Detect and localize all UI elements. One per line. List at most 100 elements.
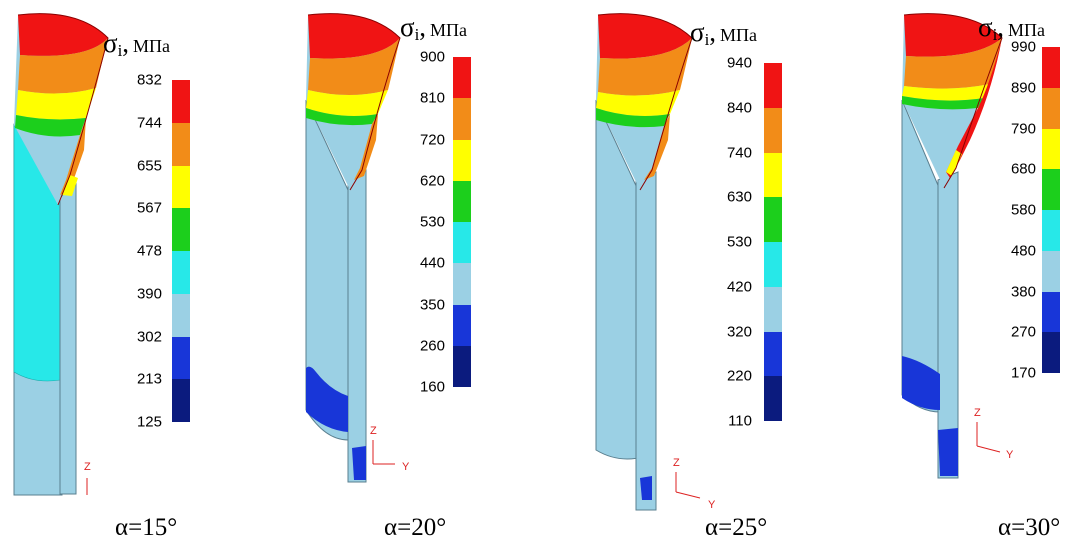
axis-25-x-label: Y (708, 499, 716, 511)
scale-tick-label: 480 (1010, 242, 1036, 260)
scale-tick-label: 890 (1010, 79, 1036, 97)
color-scale-20 (453, 57, 471, 387)
scale-band (1042, 169, 1060, 210)
scale-tick-label: 680 (1010, 160, 1036, 178)
scale-band (172, 122, 190, 166)
axis-15-z-label: Z (84, 461, 91, 473)
scale-tick-label: 790 (1010, 120, 1036, 137)
scale-band (453, 57, 471, 99)
model-30-mesh: Y Z (901, 13, 1014, 479)
scale-band (1042, 87, 1060, 129)
stress-unit: МПа (720, 25, 758, 45)
scale-tick-label: 530 (419, 213, 445, 231)
axis-20-x-label: Y (402, 461, 410, 473)
scale-band (1042, 210, 1060, 251)
axis-30-x-line (976, 445, 1001, 453)
scale-band (1042, 128, 1060, 170)
scale-band (453, 222, 471, 264)
stress-unit: МПа (133, 36, 171, 56)
scale-band (764, 242, 782, 287)
model-15-mesh: Z (13, 13, 109, 496)
color-scale-25 (764, 63, 782, 421)
scale-band (764, 152, 782, 198)
scale-tick-label: 810 (419, 89, 445, 107)
scale-band (172, 251, 190, 294)
scale-band (764, 63, 782, 108)
scale-tick-label: 170 (1010, 364, 1036, 382)
scale-band (764, 286, 782, 332)
angle-label-30: α=30° (998, 514, 1061, 541)
stress-unit: МПа (430, 20, 468, 40)
scale-tick-label: 900 (419, 48, 445, 66)
scale-tick-label: 478 (136, 242, 162, 260)
stress-title-25: σi, МПа (690, 17, 758, 49)
stress-panel-25: Y Z σi, МПа 940 840 740 630 530 420 320 220 110 α… (540, 0, 810, 547)
scale-band (764, 331, 782, 377)
scale-tick-label: 160 (419, 378, 445, 396)
scale-band (1042, 332, 1060, 373)
stress-panel-30: Y Z σi, МПа 990 890 790 680 580 480 380 270 170 α… (810, 0, 1077, 547)
scale-tick-label: 420 (726, 278, 752, 296)
scale-band (453, 263, 471, 305)
scale-tick-label: 125 (136, 413, 162, 431)
scale-tick-label: 530 (726, 233, 752, 251)
scale-band (764, 197, 782, 242)
scale-band (172, 379, 190, 422)
angle-label-25: α=25° (705, 514, 768, 541)
scale-ticks-20: 900 810 720 620 530 440 350 260 160 (395, 49, 445, 396)
scale-tick-label: 620 (419, 172, 445, 190)
scale-band (172, 80, 190, 123)
scale-band (453, 139, 471, 181)
scale-ticks-25: 940 840 740 630 530 420 320 220 110 (702, 55, 752, 430)
scale-tick-label: 350 (419, 296, 445, 313)
scale-tick-label: 740 (726, 144, 752, 161)
stress-title-30: σi, МПа (978, 12, 1046, 44)
sigma-subscript: i (992, 25, 998, 44)
scale-band (172, 165, 190, 209)
color-scale-30 (1042, 47, 1060, 373)
scale-tick-label: 440 (419, 254, 445, 272)
scale-band (172, 293, 190, 337)
scale-ticks-15: 832 744 655 567 478 390 302 213 125 (112, 72, 162, 431)
scale-band (453, 180, 471, 222)
scale-tick-label: 940 (726, 54, 752, 72)
scale-tick-label: 630 (726, 188, 752, 206)
model-25-mesh: Y Z (595, 13, 716, 511)
stress-unit: МПа (1008, 20, 1046, 40)
scale-tick-label: 213 (136, 370, 162, 388)
scale-band (1042, 47, 1060, 88)
angle-label-15: α=15° (115, 514, 178, 541)
stress-title-20: σi, МПа (400, 12, 468, 44)
stress-panel-15: Z σi, МПа 832 744 655 567 478 390 302 213 125 α=1… (0, 0, 270, 547)
scale-tick-label: 320 (726, 323, 752, 340)
scale-tick-label: 302 (136, 328, 162, 345)
axis-30-z-label: Z (974, 407, 981, 419)
scale-tick-label: 220 (726, 367, 752, 385)
axis-25-z-label: Z (673, 457, 680, 469)
scale-tick-label: 744 (136, 114, 162, 132)
scale-tick-label: 380 (1010, 283, 1036, 300)
sigma-subscript: i (414, 25, 420, 44)
stress-panel-20: Y Z σi, МПа 900 810 720 620 530 440 350 260 160 α… (270, 0, 540, 547)
scale-tick-label: 390 (136, 285, 162, 303)
sigma-symbol: σ (978, 12, 993, 42)
scale-band (453, 98, 471, 140)
angle-label-20: α=20° (384, 514, 447, 541)
scale-tick-label: 270 (1010, 323, 1036, 341)
axis-25-x-line (675, 491, 701, 499)
scale-band (453, 304, 471, 346)
axis-30-x-label: Y (1006, 449, 1014, 461)
scale-tick-label: 840 (726, 99, 752, 117)
scale-band (1042, 291, 1060, 333)
stress-title-15: σi, МПа (103, 28, 171, 60)
scale-tick-label: 720 (419, 131, 445, 148)
scale-band (1042, 250, 1060, 292)
sigma-subscript: i (704, 30, 710, 49)
scale-band (453, 345, 471, 387)
axis-20-z-label: Z (370, 425, 377, 437)
scale-tick-label: 655 (136, 157, 162, 174)
sigma-symbol: σ (400, 12, 415, 42)
scale-band (764, 376, 782, 421)
scale-tick-label: 260 (419, 337, 445, 355)
scale-tick-label: 110 (728, 412, 752, 430)
